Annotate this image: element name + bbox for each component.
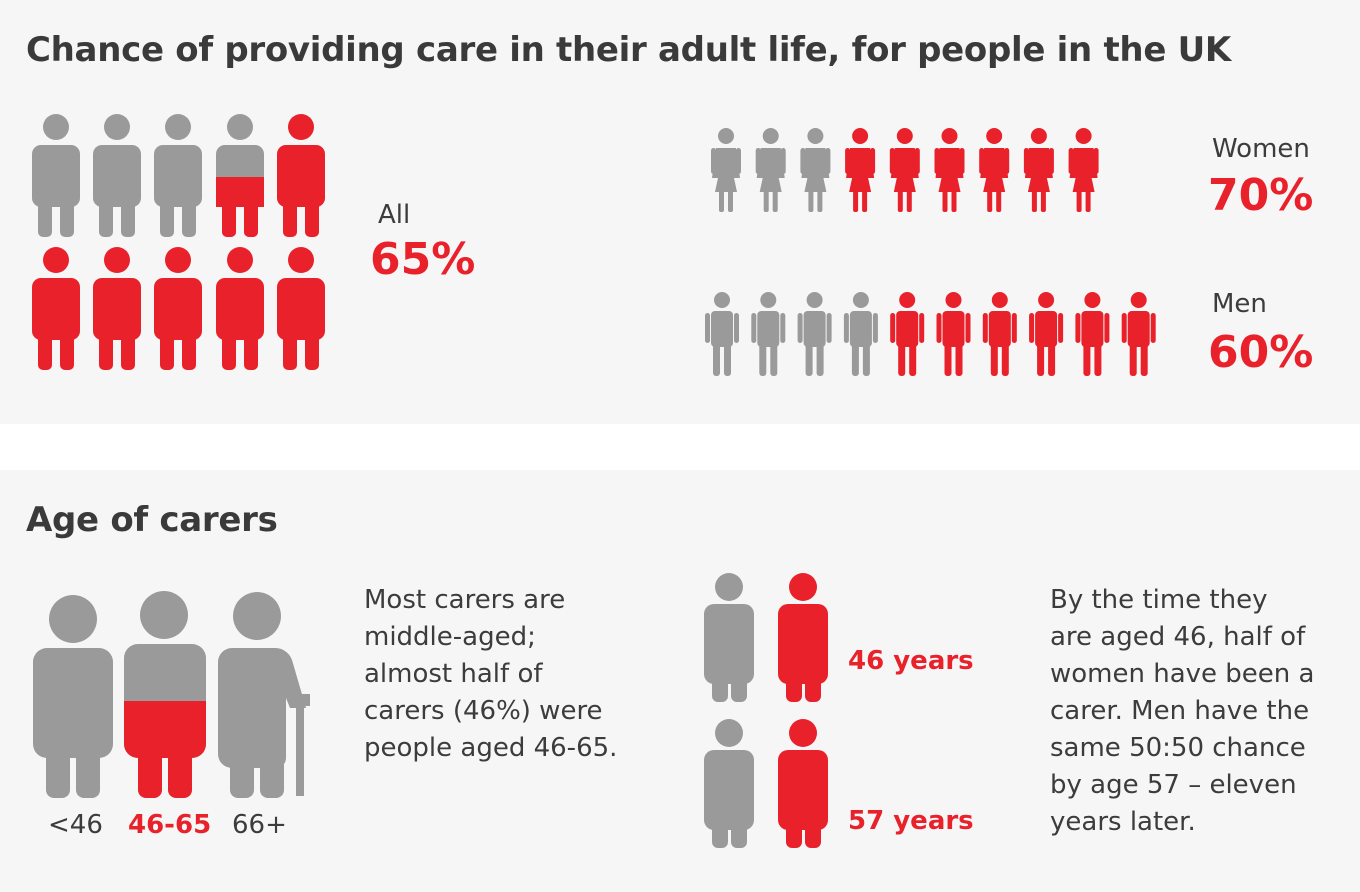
age-note: By the time they are aged 46, half of wo… <box>1050 585 1315 837</box>
man-icon <box>890 292 925 376</box>
age-label-66-plus: 66+ <box>232 810 287 840</box>
all-person-icon <box>277 114 325 237</box>
all-person-icon <box>93 114 141 237</box>
man-icon <box>982 292 1017 376</box>
women-percentage: 70% <box>1208 170 1314 221</box>
all-person-icon <box>154 114 202 237</box>
woman-icon <box>845 128 876 212</box>
man-icon <box>843 292 878 376</box>
all-person-icon <box>216 114 264 237</box>
woman-icon <box>755 128 786 212</box>
man-icon <box>1075 292 1110 376</box>
woman-icon <box>800 128 831 212</box>
all-label: All <box>378 200 411 230</box>
age-of-carers-panel: Age of carers <box>0 470 1360 892</box>
comparison-57-years-label: 57 years <box>848 806 974 836</box>
age-icons <box>33 573 828 848</box>
woman-icon <box>979 128 1010 212</box>
age-label-46-65: 46-65 <box>128 810 212 840</box>
all-person-icon <box>216 247 264 370</box>
age-of-carers-title: Age of carers <box>26 500 278 540</box>
care-chance-panel: Chance of providing care in their adult … <box>0 0 1360 424</box>
men-label: Men <box>1212 289 1267 319</box>
woman-icon <box>1023 128 1054 212</box>
man-icon <box>1121 292 1156 376</box>
elderly-person-with-cane-icon <box>218 592 310 798</box>
woman-icon <box>711 128 741 212</box>
middle-aged-person-icon <box>124 591 206 798</box>
all-person-icon <box>32 114 80 237</box>
woman-icon <box>1068 128 1099 212</box>
care-chance-icons <box>32 114 1156 376</box>
comparison-46-icons <box>704 573 828 702</box>
woman-icon <box>889 128 920 212</box>
age-label-under-46: <46 <box>48 810 103 840</box>
man-icon <box>797 292 832 376</box>
comparison-57-icons <box>704 719 828 848</box>
care-chance-title: Chance of providing care in their adult … <box>26 30 1231 70</box>
man-icon <box>1029 292 1064 376</box>
all-person-icon <box>277 247 325 370</box>
all-person-icon <box>93 247 141 370</box>
comparison-46-years-label: 46 years <box>848 646 974 676</box>
all-percentage: 65% <box>370 234 476 285</box>
man-icon <box>936 292 971 376</box>
men-percentage: 60% <box>1208 327 1314 378</box>
women-label: Women <box>1212 134 1310 164</box>
men-icon-row <box>705 292 1156 376</box>
woman-icon <box>934 128 965 212</box>
age-description: Most carers are middle-aged; almost half… <box>364 585 618 763</box>
man-icon <box>705 292 739 376</box>
man-icon <box>751 292 786 376</box>
all-people-icon-grid <box>32 114 325 370</box>
adult-person-icon <box>33 595 113 798</box>
women-icon-row <box>711 128 1099 212</box>
all-person-icon <box>154 247 202 370</box>
all-person-icon <box>32 247 80 370</box>
